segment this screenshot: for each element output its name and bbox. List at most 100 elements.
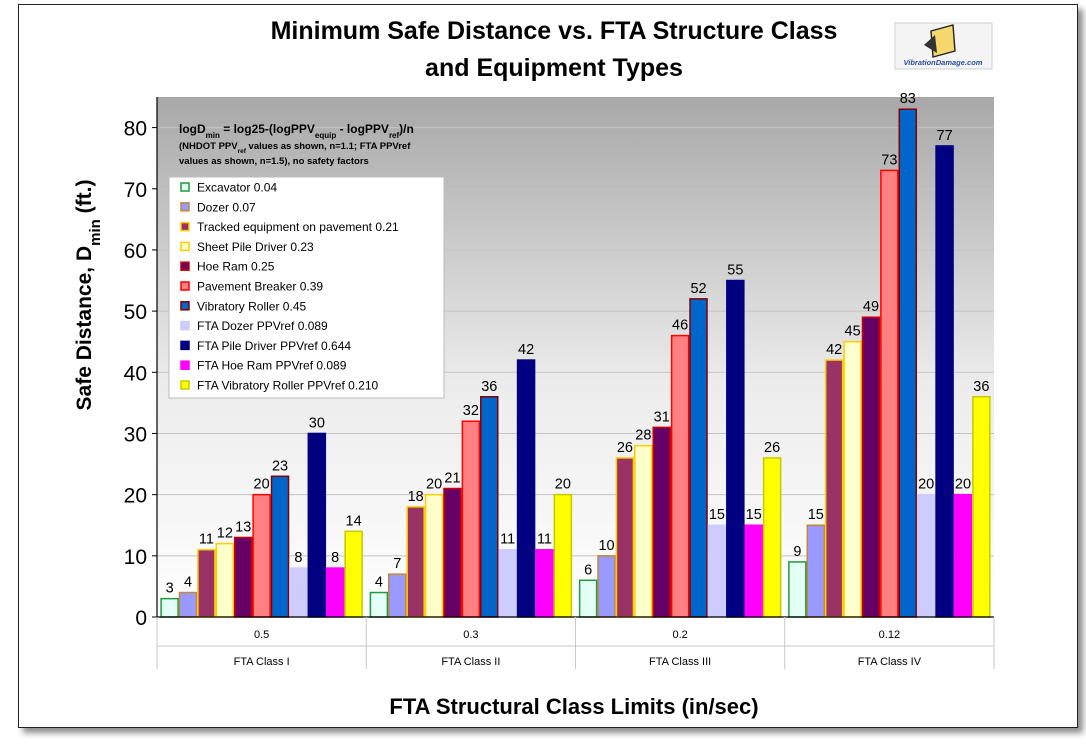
bar <box>461 420 481 618</box>
bar-value-label: 9 <box>793 544 801 560</box>
legend-swatch <box>180 301 190 311</box>
legend-swatch <box>180 340 190 351</box>
bar <box>726 279 745 618</box>
bar <box>233 536 253 618</box>
bar-value-label: 10 <box>598 538 614 554</box>
legend-swatch <box>180 241 190 252</box>
legend-label: Excavator 0.04 <box>197 181 277 195</box>
legend-swatch <box>180 360 190 370</box>
bar <box>843 340 862 618</box>
bar <box>406 506 425 618</box>
bar-value-label: 28 <box>635 428 651 444</box>
legend-swatch <box>180 221 190 232</box>
bar-value-label: 11 <box>537 532 552 548</box>
legend-swatch <box>180 261 190 271</box>
bar <box>880 169 899 618</box>
bar <box>744 524 763 618</box>
bar <box>597 555 616 618</box>
bar-value-label: 73 <box>881 152 897 168</box>
bar <box>480 396 499 618</box>
y-axis-ticks: 0 10 20 30 40 50 60 70 80 <box>124 118 157 630</box>
bar <box>707 524 727 618</box>
chart: Minimum Safe Distance vs. FTA Structure … <box>73 17 995 719</box>
bar <box>344 530 363 618</box>
bar-value-label: 26 <box>617 440 633 456</box>
formula-annotation: logDmin = log25-(logPPVequip - logPPVref… <box>179 122 414 167</box>
bar-value-label: 8 <box>294 550 302 566</box>
bar <box>652 426 671 618</box>
bar-value-label: 14 <box>346 513 362 529</box>
bar <box>762 457 782 618</box>
bar <box>788 561 807 618</box>
bar-value-label: 15 <box>709 507 725 523</box>
bar-value-label: 21 <box>444 471 460 487</box>
x-tick-label: 0.12 <box>879 629 900 641</box>
y-tick-label: 40 <box>124 362 147 385</box>
x-tick-label: 0.2 <box>672 629 687 641</box>
bar <box>535 548 554 618</box>
bar-value-label: 13 <box>235 519 251 535</box>
bar-value-label: 49 <box>863 299 879 315</box>
chart-frame: Minimum Safe Distance vs. FTA Structure … <box>18 4 1078 728</box>
bar <box>270 475 290 618</box>
bar-value-label: 6 <box>584 562 592 578</box>
bar-value-label: 36 <box>481 379 497 395</box>
logo-text: VibrationDamage.com <box>904 58 983 67</box>
bar-value-label: 52 <box>690 281 706 297</box>
bar <box>424 493 444 618</box>
bar-value-label: 42 <box>826 342 842 358</box>
y-tick-label: 30 <box>124 423 147 446</box>
bar-value-label: 8 <box>331 550 339 566</box>
y-tick-label: 0 <box>135 607 147 630</box>
x-axis: 0.5 FTA Class I 0.3 FTA Class II 0.2 FTA Clas… <box>156 97 995 669</box>
bar <box>289 567 308 618</box>
bar <box>553 493 573 618</box>
legend-label: FTA Hoe Ram PPVref 0.089 <box>197 359 347 373</box>
legend-label: Hoe Ram 0.25 <box>197 260 275 274</box>
bar <box>197 548 216 618</box>
legend-label: FTA Dozer PPVref 0.089 <box>197 319 328 333</box>
bar-value-label: 12 <box>217 526 233 542</box>
bar <box>369 591 389 618</box>
bar-value-label: 42 <box>518 342 534 358</box>
bar-value-label: 77 <box>937 128 953 144</box>
x-class-label: FTA Class I <box>234 656 290 668</box>
legend-label: Pavement Breaker 0.39 <box>197 280 323 294</box>
x-tick-label: 0.3 <box>463 629 478 641</box>
x-class-label: FTA Class IV <box>858 656 922 668</box>
bar <box>178 591 198 618</box>
legend-swatch <box>180 182 190 192</box>
bar-value-label: 20 <box>254 477 270 493</box>
bar-value-label: 36 <box>973 379 989 395</box>
bar <box>325 567 345 618</box>
bar <box>388 573 407 618</box>
bar <box>252 493 271 618</box>
bar-value-label: 55 <box>727 263 743 279</box>
y-tick-label: 50 <box>124 301 147 324</box>
bar <box>689 298 708 618</box>
y-tick-label: 80 <box>124 118 147 141</box>
bar <box>824 359 844 618</box>
bar-value-label: 20 <box>918 477 934 493</box>
bar-value-label: 18 <box>408 489 424 505</box>
y-axis-label: Safe Distance, Dmin (ft.) <box>73 180 104 411</box>
bar <box>634 444 653 618</box>
bar <box>307 432 327 618</box>
bar-value-label: 3 <box>166 581 174 597</box>
bar-value-label: 31 <box>654 409 670 425</box>
legend-label: FTA Pile Driver PPVref 0.644 <box>197 339 351 353</box>
bar <box>861 316 881 618</box>
chart-title-line2: and Equipment Types <box>425 54 683 82</box>
bar-value-label: 46 <box>672 318 688 334</box>
legend-label: Vibratory Roller 0.45 <box>197 299 306 313</box>
bar <box>160 597 179 618</box>
bar <box>935 145 954 618</box>
bar <box>516 359 536 618</box>
bar <box>916 493 936 618</box>
bar <box>498 548 517 618</box>
legend: Excavator 0.04 Dozer 0.07 Tracked equipmen… <box>168 176 445 399</box>
x-axis-label: FTA Structural Class Limits (in/sec) <box>389 694 758 719</box>
bar <box>443 487 462 618</box>
y-tick-label: 60 <box>124 240 147 263</box>
